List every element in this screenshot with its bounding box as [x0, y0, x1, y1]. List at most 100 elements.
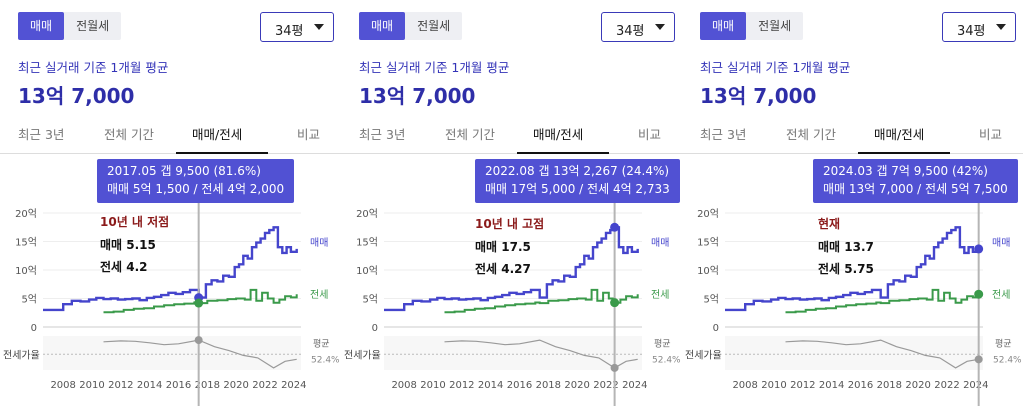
x-tick-label: 2022	[593, 380, 618, 391]
price-chart[interactable]: 20억 15억 10억 5억 0 전세가율 평균 52.4% 2008 2010 2012 2014 2…	[341, 0, 682, 406]
price-basis-subtitle: 최근 실거래 기준 1개월 평균	[18, 60, 169, 75]
trade-type-sale-button[interactable]: 매매	[18, 12, 65, 40]
cursor-point-sale	[974, 244, 984, 254]
y-tick-label: 0	[31, 323, 37, 334]
x-tick-label: 2020	[905, 380, 930, 391]
series-line-sale	[384, 226, 639, 312]
tab-all-period[interactable]: 전체 기간	[104, 127, 154, 142]
average-price: 13억 7,000	[700, 84, 817, 108]
series-line-ratio	[103, 339, 297, 369]
x-tick-label: 2010	[420, 380, 445, 391]
y-tick-label: 5억	[21, 294, 37, 306]
price-chart[interactable]: 20억 15억 10억 5억 0 전세가율 평균 52.4% 2008 2010 2012 2014 2…	[0, 0, 341, 406]
tab-compare[interactable]: 비교	[979, 127, 1003, 142]
y-tick-label: 0	[713, 323, 719, 334]
x-tick-label: 2020	[564, 380, 589, 391]
active-tab-underline	[858, 152, 950, 154]
x-tick-label: 2018	[877, 380, 902, 391]
y-tick-label: 15억	[15, 237, 37, 249]
tab-sale-jeonse[interactable]: 매매/전세	[533, 127, 584, 142]
price-basis-subtitle: 최근 실거래 기준 1개월 평균	[700, 60, 851, 75]
tab-all-period[interactable]: 전체 기간	[445, 127, 495, 142]
tab-compare[interactable]: 비교	[638, 127, 662, 142]
tab-sale-jeonse[interactable]: 매매/전세	[874, 127, 925, 142]
period-tabs: 최근 3년 전체 기간 매매/전세 비교	[341, 114, 682, 154]
size-dropdown-label: 34평	[616, 24, 645, 39]
y-tick-label: 5억	[362, 294, 378, 306]
series-line-jeonse	[444, 288, 639, 314]
x-tick-label: 2008	[391, 380, 416, 391]
ratio-average-value: 52.4%	[652, 355, 681, 365]
trade-type-rent-button[interactable]: 전월세	[417, 19, 451, 33]
ratio-average-label: 평균	[654, 338, 671, 349]
ratio-average-label: 평균	[313, 338, 330, 349]
series-line-ratio	[785, 339, 979, 369]
ratio-axis-label: 전세가율	[685, 349, 722, 361]
chart-tooltip: 2017.05 갭 9,500 (81.6%) 매매 5억 1,500 / 전세…	[97, 159, 295, 203]
average-price: 13억 7,000	[18, 84, 135, 108]
series-label-jeonse: 전세	[651, 289, 669, 301]
series-label-jeonse: 전세	[992, 289, 1010, 301]
chart-panel-3: 매매 전월세 34평 최근 실거래 기준 1개월 평균 13억 7,000 최근…	[682, 0, 1023, 406]
series-label-sale: 매매	[310, 237, 328, 249]
x-tick-label: 2016	[848, 380, 873, 391]
x-tick-label: 2014	[137, 380, 162, 391]
x-tick-label: 2008	[732, 380, 757, 391]
trade-type-rent-button[interactable]: 전월세	[76, 19, 110, 33]
y-tick-label: 15억	[356, 237, 378, 249]
trade-type-sale-button[interactable]: 매매	[359, 12, 406, 40]
tooltip-gap-line: 2017.05 갭 9,500 (81.6%)	[107, 164, 261, 178]
price-chart[interactable]: 20억 15억 10억 5억 0 전세가율 평균 52.4% 2008 2010 2012 2014 2…	[682, 0, 1023, 406]
chart-panel-1: 매매 전월세 34평 최근 실거래 기준 1개월 평균 13억 7,000 최근…	[0, 0, 341, 406]
series-label-sale: 매매	[651, 237, 669, 249]
series-line-jeonse	[785, 288, 980, 314]
tab-recent-3y[interactable]: 최근 3년	[18, 127, 65, 142]
x-tick-label: 2024	[622, 380, 647, 391]
y-tick-label: 0	[372, 323, 378, 334]
active-tab-underline	[176, 152, 268, 154]
x-tick-label: 2014	[819, 380, 844, 391]
annotation-sale-value: 매매 5.15	[100, 238, 156, 252]
size-dropdown-label: 34평	[275, 24, 304, 39]
annotation-title: 10년 내 저점	[100, 215, 170, 229]
tab-recent-3y[interactable]: 최근 3년	[359, 127, 406, 142]
trade-type-toggle: 매매 전월세	[700, 12, 804, 40]
trade-type-rent-button[interactable]: 전월세	[758, 19, 792, 33]
y-tick-label: 10억	[356, 265, 378, 277]
tab-compare[interactable]: 비교	[297, 127, 321, 142]
chart-panel-2: 매매 전월세 34평 최근 실거래 기준 1개월 평균 13억 7,000 최근…	[341, 0, 682, 406]
trade-type-toggle: 매매 전월세	[359, 12, 463, 40]
tooltip-price-line: 매매 5억 1,500 / 전세 4억 2,000	[107, 182, 285, 196]
cursor-point-ratio	[610, 363, 619, 372]
annotation-sale-value: 매매 13.7	[818, 240, 874, 254]
x-tick-label: 2016	[166, 380, 191, 391]
tooltip-gap-line: 2022.08 갭 13억 2,267 (24.4%)	[485, 164, 670, 178]
x-tick-label: 2020	[223, 380, 248, 391]
ratio-strip-background	[384, 336, 642, 370]
tab-all-period[interactable]: 전체 기간	[786, 127, 836, 142]
y-tick-label: 5억	[703, 294, 719, 306]
ratio-average-label: 평균	[995, 338, 1012, 349]
caret-down-icon	[314, 24, 324, 30]
cursor-point-jeonse	[610, 298, 620, 308]
size-dropdown[interactable]: 34평	[601, 12, 675, 42]
cursor-point-jeonse	[974, 289, 984, 299]
tab-recent-3y[interactable]: 최근 3년	[700, 127, 747, 142]
x-tick-label: 2010	[79, 380, 104, 391]
tooltip-gap-line: 2024.03 갭 7억 9,500 (42%)	[823, 164, 988, 178]
active-tab-underline	[517, 152, 609, 154]
annotation-jeonse-value: 전세 4.27	[475, 262, 531, 276]
y-tick-label: 20억	[356, 208, 378, 220]
tab-sale-jeonse[interactable]: 매매/전세	[192, 127, 243, 142]
cursor-point-ratio	[194, 336, 203, 345]
x-tick-label: 2024	[963, 380, 988, 391]
x-tick-label: 2016	[507, 380, 532, 391]
trade-type-sale-button[interactable]: 매매	[700, 12, 747, 40]
annotation-jeonse-value: 전세 5.75	[818, 262, 874, 276]
annotation-title: 현재	[818, 217, 841, 231]
size-dropdown[interactable]: 34평	[942, 12, 1016, 42]
x-tick-label: 2014	[478, 380, 503, 391]
cursor-point-ratio	[974, 355, 983, 364]
size-dropdown[interactable]: 34평	[260, 12, 334, 42]
x-tick-label: 2012	[449, 380, 474, 391]
